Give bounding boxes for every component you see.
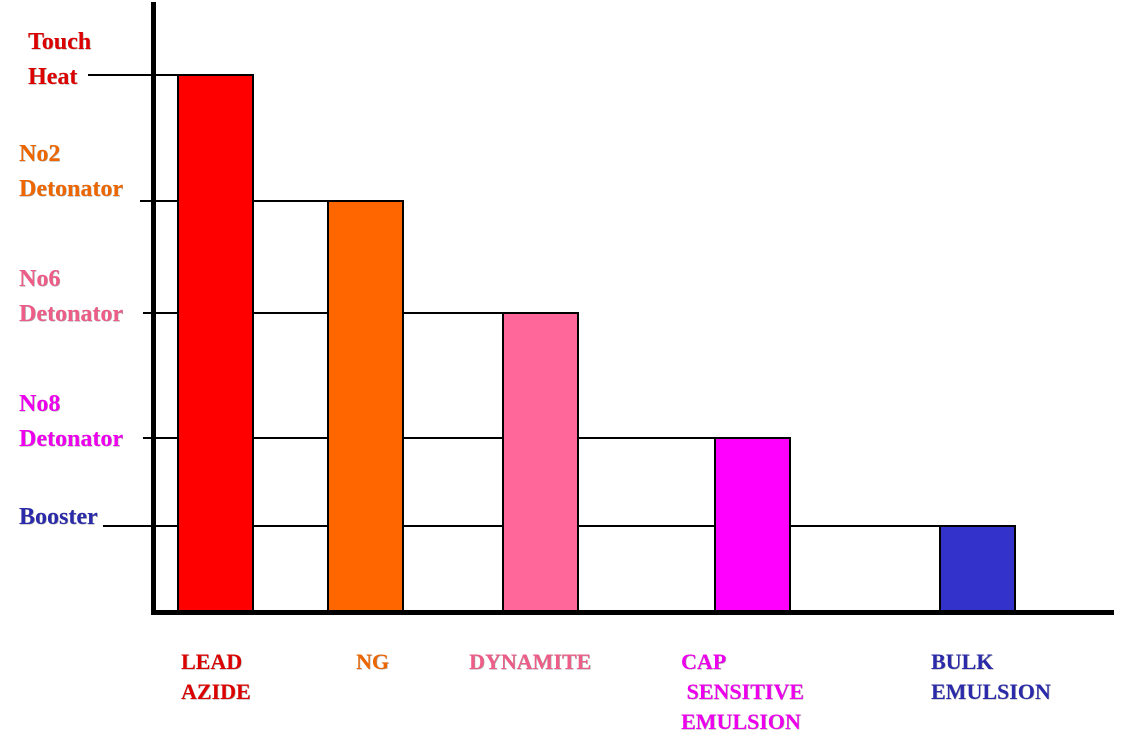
level-line-no2-detonator: [140, 200, 403, 202]
y-label-no8-detonator: No8 Detonator: [19, 391, 123, 452]
level-line-no8-detonator: [143, 437, 790, 439]
bar-ng: [327, 200, 404, 612]
bar-bulk-emulsion: [939, 525, 1016, 612]
x-label-ng: NG: [356, 649, 389, 674]
level-line-touch-heat: [88, 74, 253, 76]
x-axis: [151, 610, 1114, 615]
y-label-booster: Booster: [19, 504, 98, 530]
y-label-no6-detonator: No6 Detonator: [19, 266, 123, 327]
y-label-touch-heat: Touch Heat: [28, 29, 92, 90]
y-axis: [151, 2, 156, 614]
x-label-lead-azide: LEAD AZIDE: [181, 649, 251, 704]
y-label-no2-detonator: No2 Detonator: [19, 141, 123, 202]
x-label-bulk-emulsion: BULK EMULSION: [931, 649, 1051, 704]
bar-cap-sensitive-emulsion: [714, 437, 791, 612]
bar-dynamite: [502, 312, 579, 612]
x-label-cap-sensitive-emulsion: CAP SENSITIVE EMULSION: [681, 649, 804, 734]
x-label-dynamite: DYNAMITE: [469, 649, 592, 674]
bar-lead-azide: [177, 74, 254, 612]
